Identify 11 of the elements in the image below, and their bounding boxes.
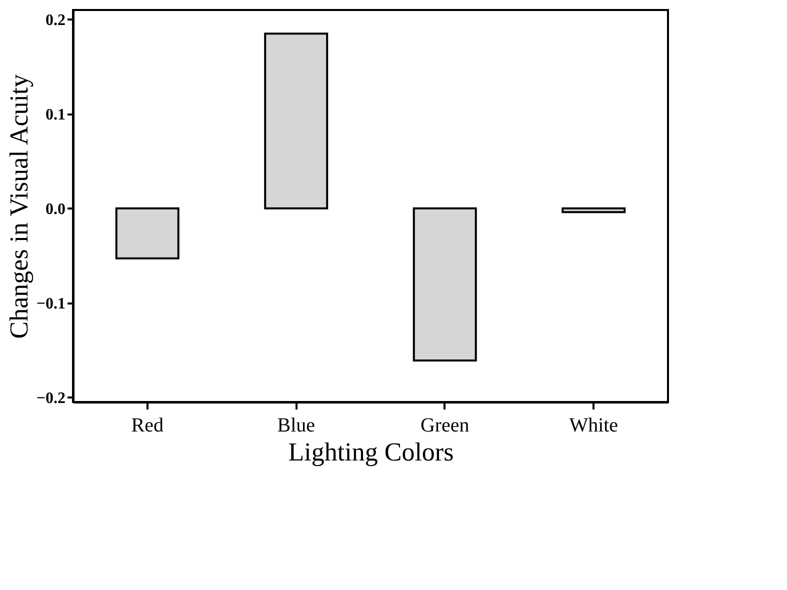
y-tick-label: 0.2: [46, 12, 66, 29]
x-tick-label: White: [569, 414, 618, 436]
y-tick-label: 0.0: [46, 200, 66, 218]
y-tick-label: 0.1: [46, 106, 66, 124]
x-tick-label: Red: [131, 414, 164, 436]
x-tick-label: Green: [420, 414, 470, 436]
x-axis-title: Lighting Colors: [288, 438, 454, 466]
y-tick-label: −0.1: [36, 295, 66, 312]
y-tick-label: −0.2: [36, 390, 66, 407]
y-axis-title: Changes in Visual Acuity: [4, 74, 34, 339]
x-tick-label: Blue: [277, 414, 316, 436]
